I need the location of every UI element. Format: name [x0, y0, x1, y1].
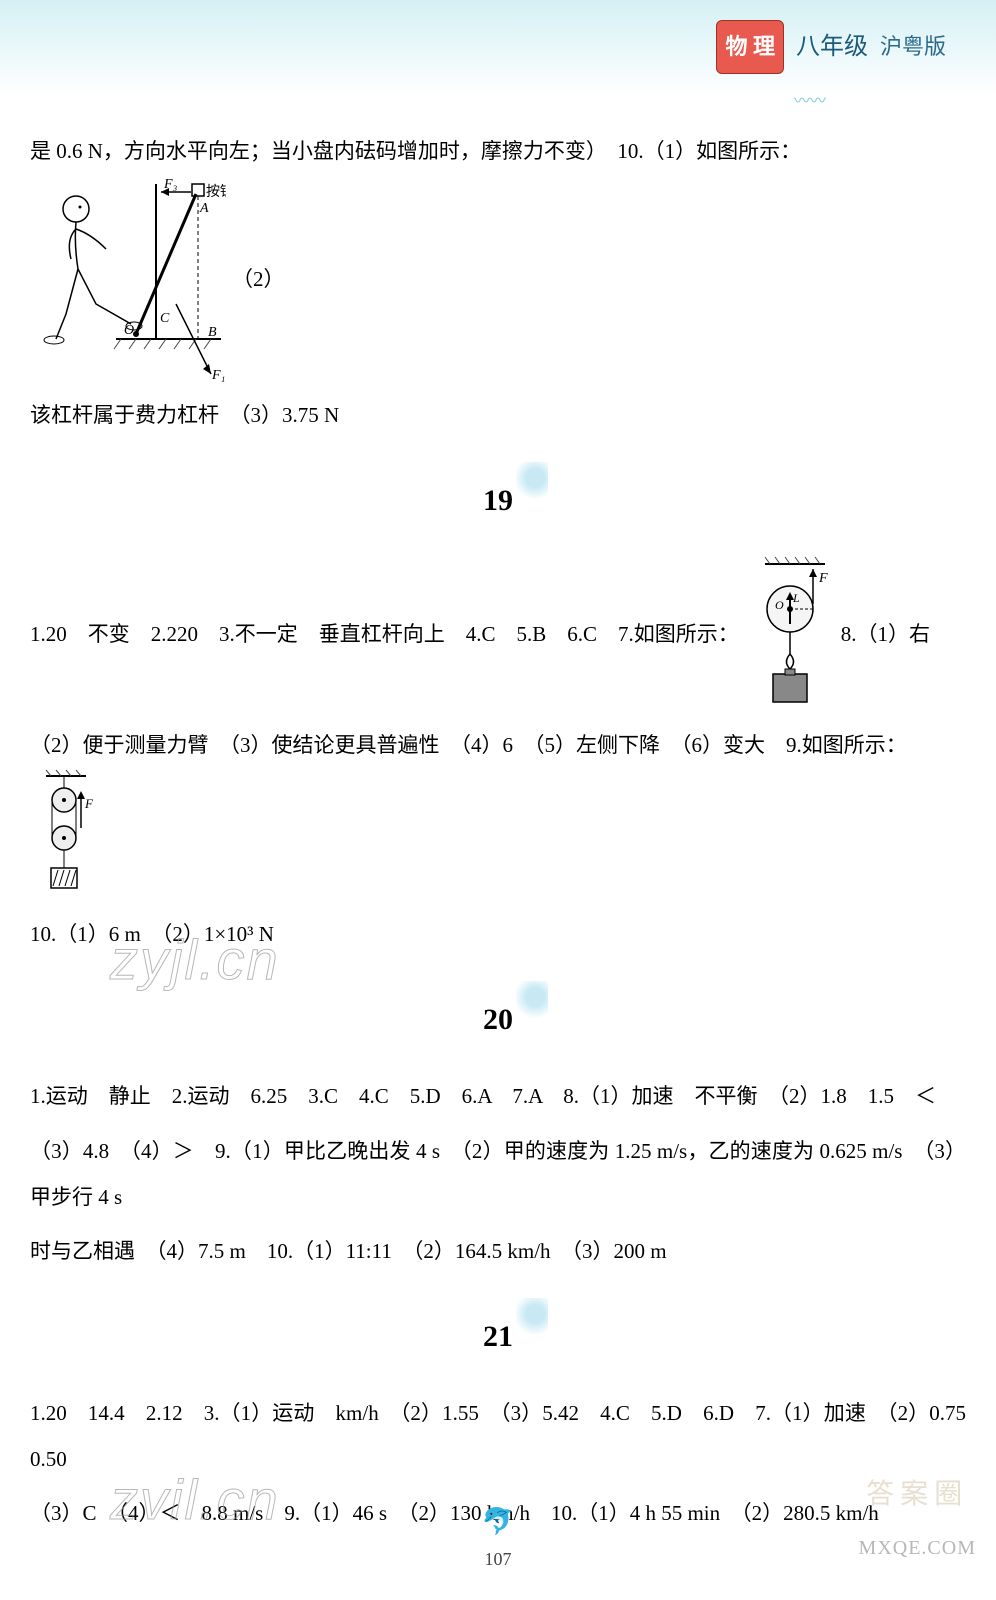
- decor-wave: 〰〰: [30, 84, 966, 119]
- pulley-double-diagram: F: [36, 768, 96, 903]
- section-19: 19: [30, 468, 966, 534]
- label-button: 按钮: [206, 184, 226, 200]
- text: （2）便于测量力臂 （3）使结论更具普遍性 （4）6 （5）左侧下降 （6）变大…: [30, 722, 907, 768]
- svg-text:O: O: [124, 323, 134, 338]
- lever-diagram: 按钮 A F₃ O C B F₁: [36, 174, 226, 384]
- svg-text:O: O: [775, 598, 784, 612]
- text: 是 0.6 N，方向水平向左；当小盘内砝码增加时，摩擦力不变） 10.（1）如图…: [30, 128, 801, 174]
- watermark-2: zvil.cn: [110, 1438, 280, 1561]
- section-21: 21: [30, 1304, 966, 1370]
- svg-text:F: F: [84, 796, 94, 811]
- svg-text:F₃: F₃: [163, 177, 178, 192]
- s19-line1: 1.20 不变 2.220 3.不一定 垂直杠杆向上 4.C 5.B 6.C 7…: [30, 554, 966, 714]
- svg-text:F: F: [818, 571, 828, 586]
- s20-line1: 1.运动 静止 2.运动 6.25 3.C 4.C 5.D 6.A 7.A 8.…: [30, 1073, 966, 1119]
- edition-label: 沪粤版: [880, 23, 946, 71]
- svg-text:L: L: [792, 591, 800, 605]
- s19-line2: （2）便于测量力臂 （3）使结论更具普遍性 （4）6 （5）左侧下降 （6）变大…: [30, 722, 966, 903]
- text: （2）: [232, 256, 285, 302]
- stamp-text: 答案圈: [866, 1464, 968, 1526]
- page-header: 物 理 八年级 沪粤版: [30, 20, 966, 74]
- mxqe-text: MXQE.COM: [859, 1526, 976, 1570]
- p18-line1: 是 0.6 N，方向水平向左；当小盘内砝码增加时，摩擦力不变） 10.（1）如图…: [30, 128, 966, 384]
- svg-text:A: A: [199, 201, 209, 216]
- grade-label: 八年级: [796, 21, 868, 74]
- svg-text:F₁: F₁: [211, 368, 225, 383]
- svg-text:B: B: [208, 325, 217, 340]
- content-area: 是 0.6 N，方向水平向左；当小盘内砝码增加时，摩擦力不变） 10.（1）如图…: [30, 128, 966, 1537]
- text: 8.（1）右: [841, 611, 930, 657]
- footer-watermark: 答案圈 MXQE.COM: [859, 1464, 976, 1570]
- p18-line2: 该杠杆属于费力杠杆 （3）3.75 N: [30, 392, 966, 438]
- page-number: 107: [485, 1540, 512, 1580]
- section-20: 20: [30, 987, 966, 1053]
- svg-text:C: C: [160, 311, 170, 326]
- subject-badge: 物 理: [716, 20, 784, 74]
- s20-line3: 时与乙相遇 （4）7.5 m 10.（1）11:11 （2）164.5 km/h…: [30, 1228, 966, 1274]
- text: 1.20 不变 2.220 3.不一定 垂直杠杆向上 4.C 5.B 6.C 7…: [30, 611, 739, 657]
- s20-line2: （3）4.8 （4）＞ 9.（1）甲比乙晚出发 4 s （2）甲的速度为 1.2…: [30, 1128, 966, 1220]
- pulley-single-diagram: F O L: [745, 554, 835, 714]
